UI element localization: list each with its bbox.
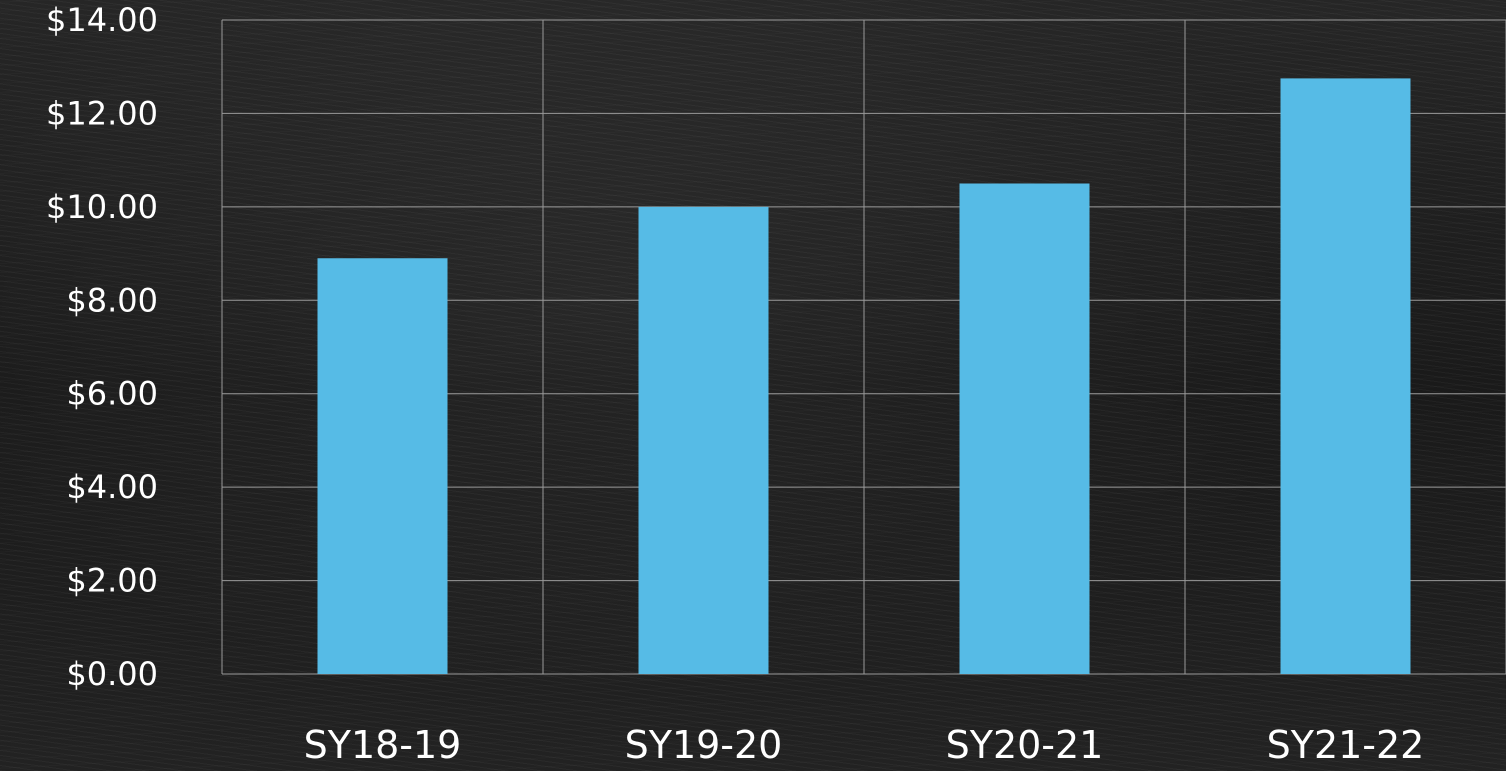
y-tick-label: $8.00 bbox=[66, 281, 158, 319]
x-tick-label: SY18-19 bbox=[304, 723, 462, 767]
y-tick-label: $0.00 bbox=[66, 655, 158, 693]
y-tick-label: $10.00 bbox=[46, 188, 158, 226]
bar-sy21-22 bbox=[1280, 78, 1411, 674]
bars bbox=[317, 78, 1411, 674]
x-tick-label: SY21-22 bbox=[1267, 723, 1425, 767]
y-tick-label: $2.00 bbox=[66, 562, 158, 600]
bar-sy18-19 bbox=[317, 258, 448, 674]
y-tick-label: $14.00 bbox=[46, 1, 158, 39]
y-tick-label: $4.00 bbox=[66, 468, 158, 506]
bar-sy19-20 bbox=[638, 206, 769, 674]
x-tick-label: SY20-21 bbox=[946, 723, 1104, 767]
y-axis-tick-labels: $0.00 $2.00 $4.00 $6.00 $8.00 $10.00 $12.00 $14… bbox=[46, 1, 158, 693]
bar-sy20-21 bbox=[959, 183, 1090, 674]
y-tick-label: $6.00 bbox=[66, 375, 158, 413]
x-axis-tick-labels: SY18-19 SY19-20 SY20-21 SY21-22 bbox=[304, 723, 1425, 767]
x-tick-label: SY19-20 bbox=[625, 723, 783, 767]
y-tick-label: $12.00 bbox=[46, 94, 158, 132]
